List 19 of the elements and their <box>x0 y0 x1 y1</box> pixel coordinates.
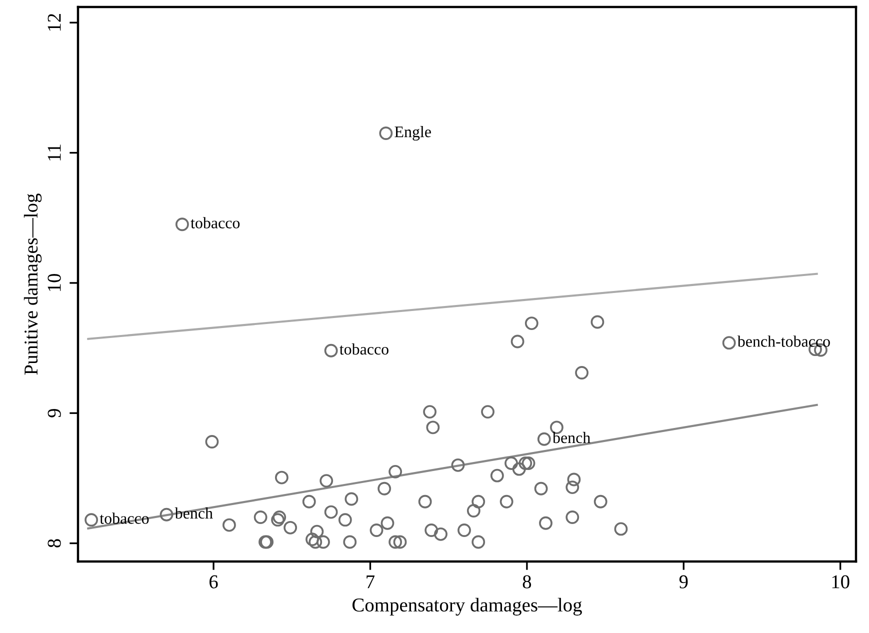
x-tick-label: 6 <box>210 575 218 588</box>
x-tick-label: 8 <box>522 575 532 588</box>
annotation: bench <box>552 432 590 444</box>
x-tick-label: 9 <box>679 575 688 588</box>
annotation: tobacco <box>190 217 240 228</box>
annotation: tobacco <box>340 343 388 355</box>
annotation: bench-tobacco <box>737 336 830 347</box>
x-tick-label: 10 <box>832 575 850 588</box>
y-axis-title: Punitive damages—log <box>24 194 42 375</box>
y-tick-label: 9 <box>48 409 61 418</box>
x-axis-title: Compensatory damages—log <box>352 598 582 616</box>
y-tick-label: 8 <box>48 539 61 548</box>
y-tick-label: 11 <box>48 144 61 160</box>
y-tick-label: 10 <box>48 274 61 291</box>
annotation: bench <box>174 507 213 519</box>
annotation: tobacco <box>100 512 149 524</box>
x-tick-label: 7 <box>366 575 375 588</box>
annotation: Engle <box>394 126 431 141</box>
y-tick-label: 12 <box>48 14 61 31</box>
